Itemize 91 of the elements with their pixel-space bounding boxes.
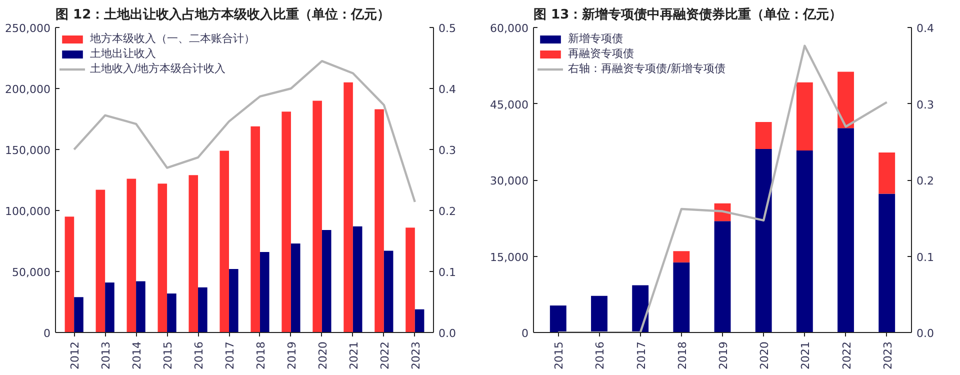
bar bbox=[126, 178, 136, 332]
y-tick-label: 50,000 bbox=[12, 266, 51, 279]
bar bbox=[550, 306, 566, 332]
y2-tick-label: 0.0 bbox=[916, 327, 934, 340]
legend-label: 土地收入/地方本级合计收入 bbox=[90, 61, 226, 76]
y-tick-label: 45,000 bbox=[490, 98, 529, 112]
y2-tick-label: 0.2 bbox=[438, 205, 456, 218]
y-tick-label: 200,000 bbox=[5, 83, 51, 96]
y-tick-label: 60,000 bbox=[490, 22, 529, 35]
bar bbox=[673, 262, 690, 332]
bar bbox=[96, 190, 106, 332]
x-tick-label: 2023 bbox=[881, 341, 894, 370]
legend-label: 新增专项债 bbox=[568, 31, 623, 46]
x-tick-label: 2018 bbox=[676, 341, 689, 370]
bar bbox=[406, 228, 415, 332]
chart-title: 图 12：土地出让收入占地方本级收入比重（单位：亿元） bbox=[56, 6, 390, 22]
bar bbox=[167, 293, 176, 332]
bar bbox=[322, 230, 332, 332]
bar bbox=[796, 82, 813, 151]
bar bbox=[312, 100, 322, 332]
bar bbox=[64, 216, 74, 332]
bar bbox=[591, 296, 608, 332]
x-tick-label: 2019 bbox=[285, 341, 298, 370]
bar bbox=[352, 226, 362, 332]
x-tick-label: 2015 bbox=[552, 341, 566, 370]
bar bbox=[838, 128, 854, 332]
bar bbox=[74, 297, 84, 332]
y2-tick-label: 0.5 bbox=[438, 22, 456, 35]
bar bbox=[290, 243, 300, 332]
y-tick-label: 150,000 bbox=[5, 144, 51, 157]
bar bbox=[838, 72, 854, 128]
legend-label: 右轴：再融资专项债/新增专项债 bbox=[568, 61, 726, 76]
legend-label: 土地出让收入 bbox=[90, 46, 156, 61]
x-tick-label: 2022 bbox=[840, 341, 854, 370]
line-series bbox=[557, 44, 888, 332]
x-tick-label: 2017 bbox=[224, 341, 237, 370]
bar bbox=[878, 152, 896, 194]
y2-tick-label: 0.1 bbox=[916, 250, 934, 264]
bar bbox=[755, 122, 772, 149]
bar bbox=[374, 109, 384, 332]
y2-tick-label: 0.1 bbox=[438, 266, 456, 279]
bar bbox=[673, 251, 690, 262]
legend-label: 再融资专项债 bbox=[568, 46, 634, 61]
y-tick-label: 250,000 bbox=[5, 22, 51, 35]
bar bbox=[632, 285, 649, 332]
bar bbox=[250, 126, 260, 332]
y2-tick-label: 0.4 bbox=[916, 22, 934, 35]
bar bbox=[158, 184, 168, 332]
x-tick-label: 2020 bbox=[316, 341, 330, 370]
bar bbox=[878, 194, 896, 332]
y-tick-label: 0 bbox=[44, 327, 50, 340]
bar bbox=[384, 250, 394, 332]
bar bbox=[714, 221, 731, 332]
line-series bbox=[72, 60, 416, 204]
y-tick-label: 100,000 bbox=[5, 205, 51, 218]
x-tick-label: 2012 bbox=[68, 341, 82, 370]
y2-tick-label: 0.4 bbox=[438, 83, 456, 96]
y2-tick-label: 0.0 bbox=[438, 327, 456, 340]
x-tick-label: 2015 bbox=[162, 341, 175, 370]
y-tick-label: 15,000 bbox=[490, 250, 529, 264]
x-tick-label: 2021 bbox=[799, 341, 812, 370]
bar bbox=[229, 269, 238, 332]
legend-label: 地方本级收入（一、二本账合计） bbox=[90, 31, 255, 46]
bar bbox=[282, 112, 291, 332]
x-tick-label: 2022 bbox=[378, 341, 392, 370]
y2-tick-label: 0.3 bbox=[438, 144, 456, 157]
x-tick-label: 2013 bbox=[100, 341, 113, 370]
y2-tick-label: 0.3 bbox=[916, 98, 934, 112]
x-tick-label: 2018 bbox=[254, 341, 268, 370]
y-tick-label: 0 bbox=[522, 327, 528, 340]
bar bbox=[755, 148, 772, 332]
bar bbox=[344, 82, 353, 332]
x-tick-label: 2016 bbox=[192, 341, 206, 370]
x-tick-label: 2021 bbox=[347, 341, 360, 370]
bar bbox=[188, 175, 198, 332]
x-tick-label: 2016 bbox=[594, 341, 607, 370]
x-tick-label: 2023 bbox=[409, 341, 422, 370]
x-tick-label: 2019 bbox=[717, 341, 730, 370]
chart-title: 图 13：新增专项债中再融资债券比重（单位：亿元） bbox=[534, 6, 842, 22]
x-tick-label: 2020 bbox=[758, 341, 772, 370]
bar bbox=[198, 287, 208, 332]
y-tick-label: 30,000 bbox=[490, 174, 529, 188]
bar bbox=[796, 150, 813, 332]
bar bbox=[260, 252, 270, 332]
bar bbox=[220, 150, 230, 332]
bar bbox=[414, 309, 424, 332]
y2-tick-label: 0.2 bbox=[916, 174, 934, 188]
bar bbox=[105, 282, 114, 332]
x-tick-label: 2017 bbox=[634, 341, 648, 370]
bar bbox=[136, 281, 146, 332]
x-tick-label: 2014 bbox=[130, 341, 144, 370]
